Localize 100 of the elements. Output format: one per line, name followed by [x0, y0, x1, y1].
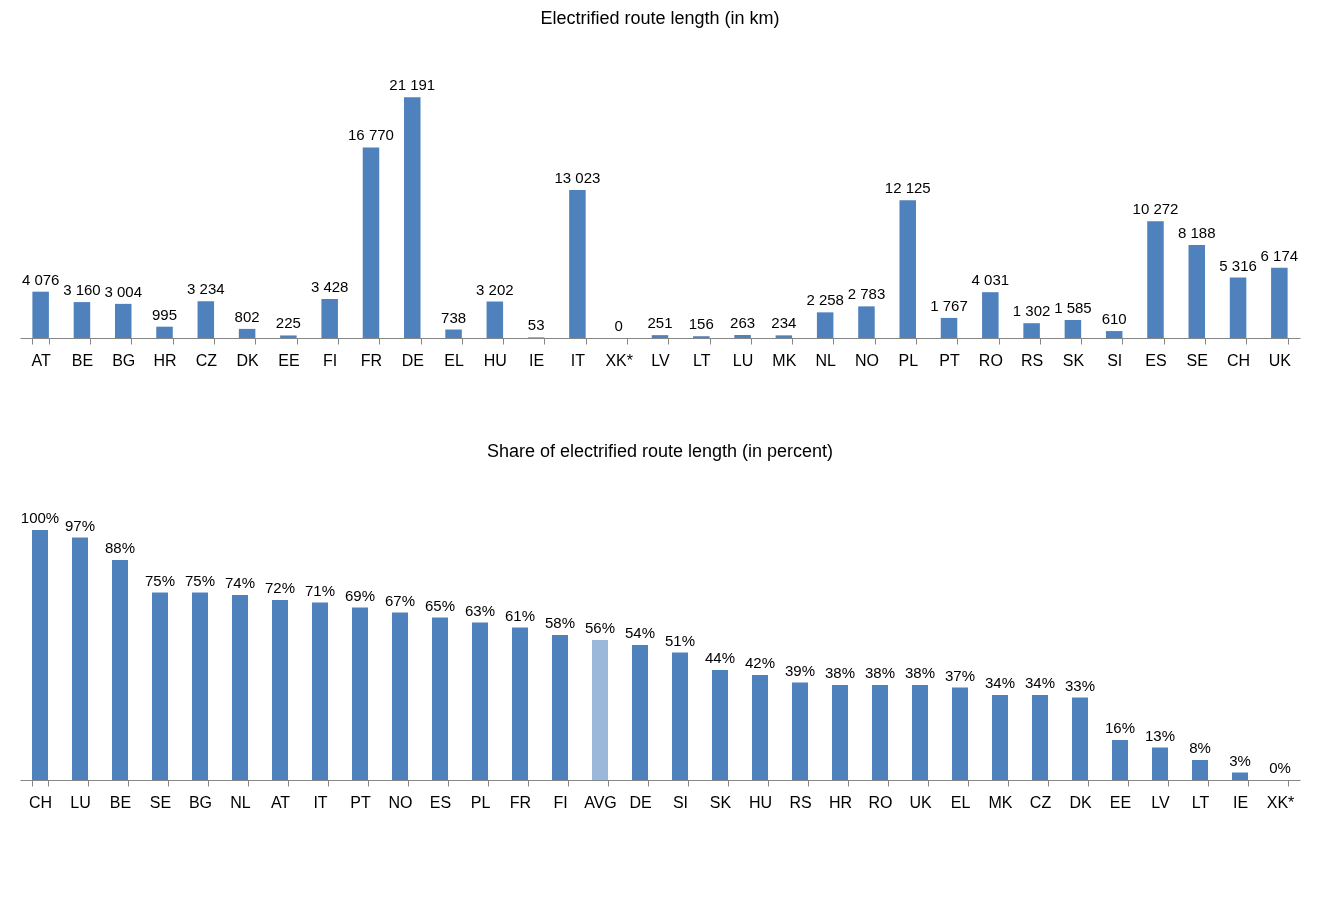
data-label: 44%: [704, 649, 736, 666]
x-tick-label: DE: [401, 351, 424, 369]
data-label: 34%: [1024, 674, 1056, 691]
x-tick-label: SI: [672, 793, 689, 811]
x-tick-label: XK*: [1266, 793, 1295, 811]
bar: [1064, 319, 1082, 338]
data-label: 6 174: [1260, 246, 1299, 264]
x-tick-label: IE: [529, 351, 545, 369]
bar: [232, 595, 248, 780]
x-tick-label: BE: [71, 351, 94, 369]
data-label: 2 258: [806, 291, 844, 309]
x-tick-label: FI: [553, 793, 568, 811]
x-tick-label: RS: [1021, 351, 1044, 369]
x-tick-label: IE: [1232, 793, 1249, 811]
data-label: 234: [771, 314, 797, 332]
bar: [775, 335, 793, 338]
data-label: 738: [441, 308, 467, 326]
data-label: 33%: [1064, 676, 1096, 694]
x-tick-label: BE: [109, 793, 132, 811]
data-label: 3 202: [476, 280, 514, 298]
data-label: 263: [730, 314, 756, 332]
data-label: 71%: [304, 581, 336, 599]
data-label: 3%: [1229, 751, 1251, 769]
data-label: 156: [688, 315, 714, 333]
x-tick-label: BG: [188, 793, 213, 811]
bar: [1271, 267, 1288, 338]
data-label: 39%: [784, 661, 816, 679]
bar: [1192, 760, 1208, 780]
data-label: 8 188: [1178, 223, 1216, 241]
x-tick-label: UK: [909, 793, 932, 811]
x-tick-label: XK*: [605, 351, 633, 369]
x-tick-label: EL: [950, 793, 971, 811]
data-label: 34%: [984, 674, 1016, 691]
data-label: 610: [1101, 310, 1127, 328]
x-tick-label: DE: [629, 793, 652, 811]
data-label: 0%: [1269, 759, 1291, 776]
bar: [651, 335, 669, 338]
bar: [569, 190, 586, 338]
data-label: 38%: [864, 664, 896, 681]
data-label: 74%: [224, 574, 256, 591]
x-tick-label: FR: [509, 793, 532, 811]
bar: [1152, 747, 1168, 780]
data-label: 802: [234, 307, 260, 325]
data-label: 21 191: [389, 76, 436, 94]
x-tick-label: CZ: [1029, 793, 1052, 811]
bar: [432, 617, 448, 780]
data-label: 16 770: [348, 126, 394, 144]
data-label: 69%: [344, 586, 376, 604]
x-tick-label: ES: [1145, 351, 1167, 369]
x-tick-label: MK: [772, 351, 797, 369]
x-tick-label: HU: [483, 351, 507, 369]
bar: [1032, 695, 1048, 780]
bar: [1105, 331, 1123, 338]
bar: [486, 301, 504, 338]
data-label: 51%: [664, 631, 696, 649]
bar: [832, 685, 848, 780]
x-tick-label: LV: [1151, 793, 1171, 811]
data-label: 63%: [464, 601, 496, 619]
data-label: 251: [647, 314, 673, 332]
x-tick-label: RO: [978, 351, 1003, 369]
bar: [472, 622, 488, 780]
x-tick-label: IT: [570, 351, 586, 369]
x-tick-label: BG: [112, 351, 136, 369]
bar: [1023, 323, 1040, 338]
bar: [792, 682, 808, 780]
x-tick-label: UK: [1268, 351, 1292, 369]
x-tick-label: DK: [236, 351, 260, 369]
data-label: 38%: [904, 664, 936, 681]
x-tick-label: AT: [270, 793, 291, 811]
bar: [552, 635, 568, 780]
bar: [312, 602, 328, 780]
x-tick-label: LT: [693, 351, 711, 369]
x-tick-label: NL: [815, 351, 836, 369]
data-label: 3 160: [63, 281, 101, 299]
bar: [992, 695, 1008, 780]
data-label: 16%: [1104, 719, 1136, 736]
x-tick-label: LU: [70, 793, 91, 811]
data-label: 42%: [744, 654, 776, 671]
bar: [816, 312, 834, 338]
data-label: 67%: [384, 591, 416, 609]
bar: [321, 299, 338, 338]
data-label: 995: [152, 305, 178, 323]
data-label: 38%: [824, 664, 856, 681]
bar: [272, 600, 288, 780]
data-label: 37%: [944, 666, 976, 684]
bar: [32, 530, 48, 780]
bar: [872, 685, 888, 780]
data-label: 54%: [624, 624, 656, 641]
bar: [238, 328, 256, 338]
bar: [392, 612, 408, 780]
bar: [734, 335, 751, 338]
data-label: 3 004: [104, 282, 142, 300]
bar: [280, 335, 297, 338]
bar: [197, 301, 215, 338]
bar: [352, 607, 368, 780]
x-tick-label: NO: [388, 793, 413, 811]
data-label: 1 302: [1012, 302, 1051, 320]
bar: [1188, 244, 1206, 338]
bar: [512, 627, 528, 780]
data-label: 12 125: [884, 179, 931, 197]
